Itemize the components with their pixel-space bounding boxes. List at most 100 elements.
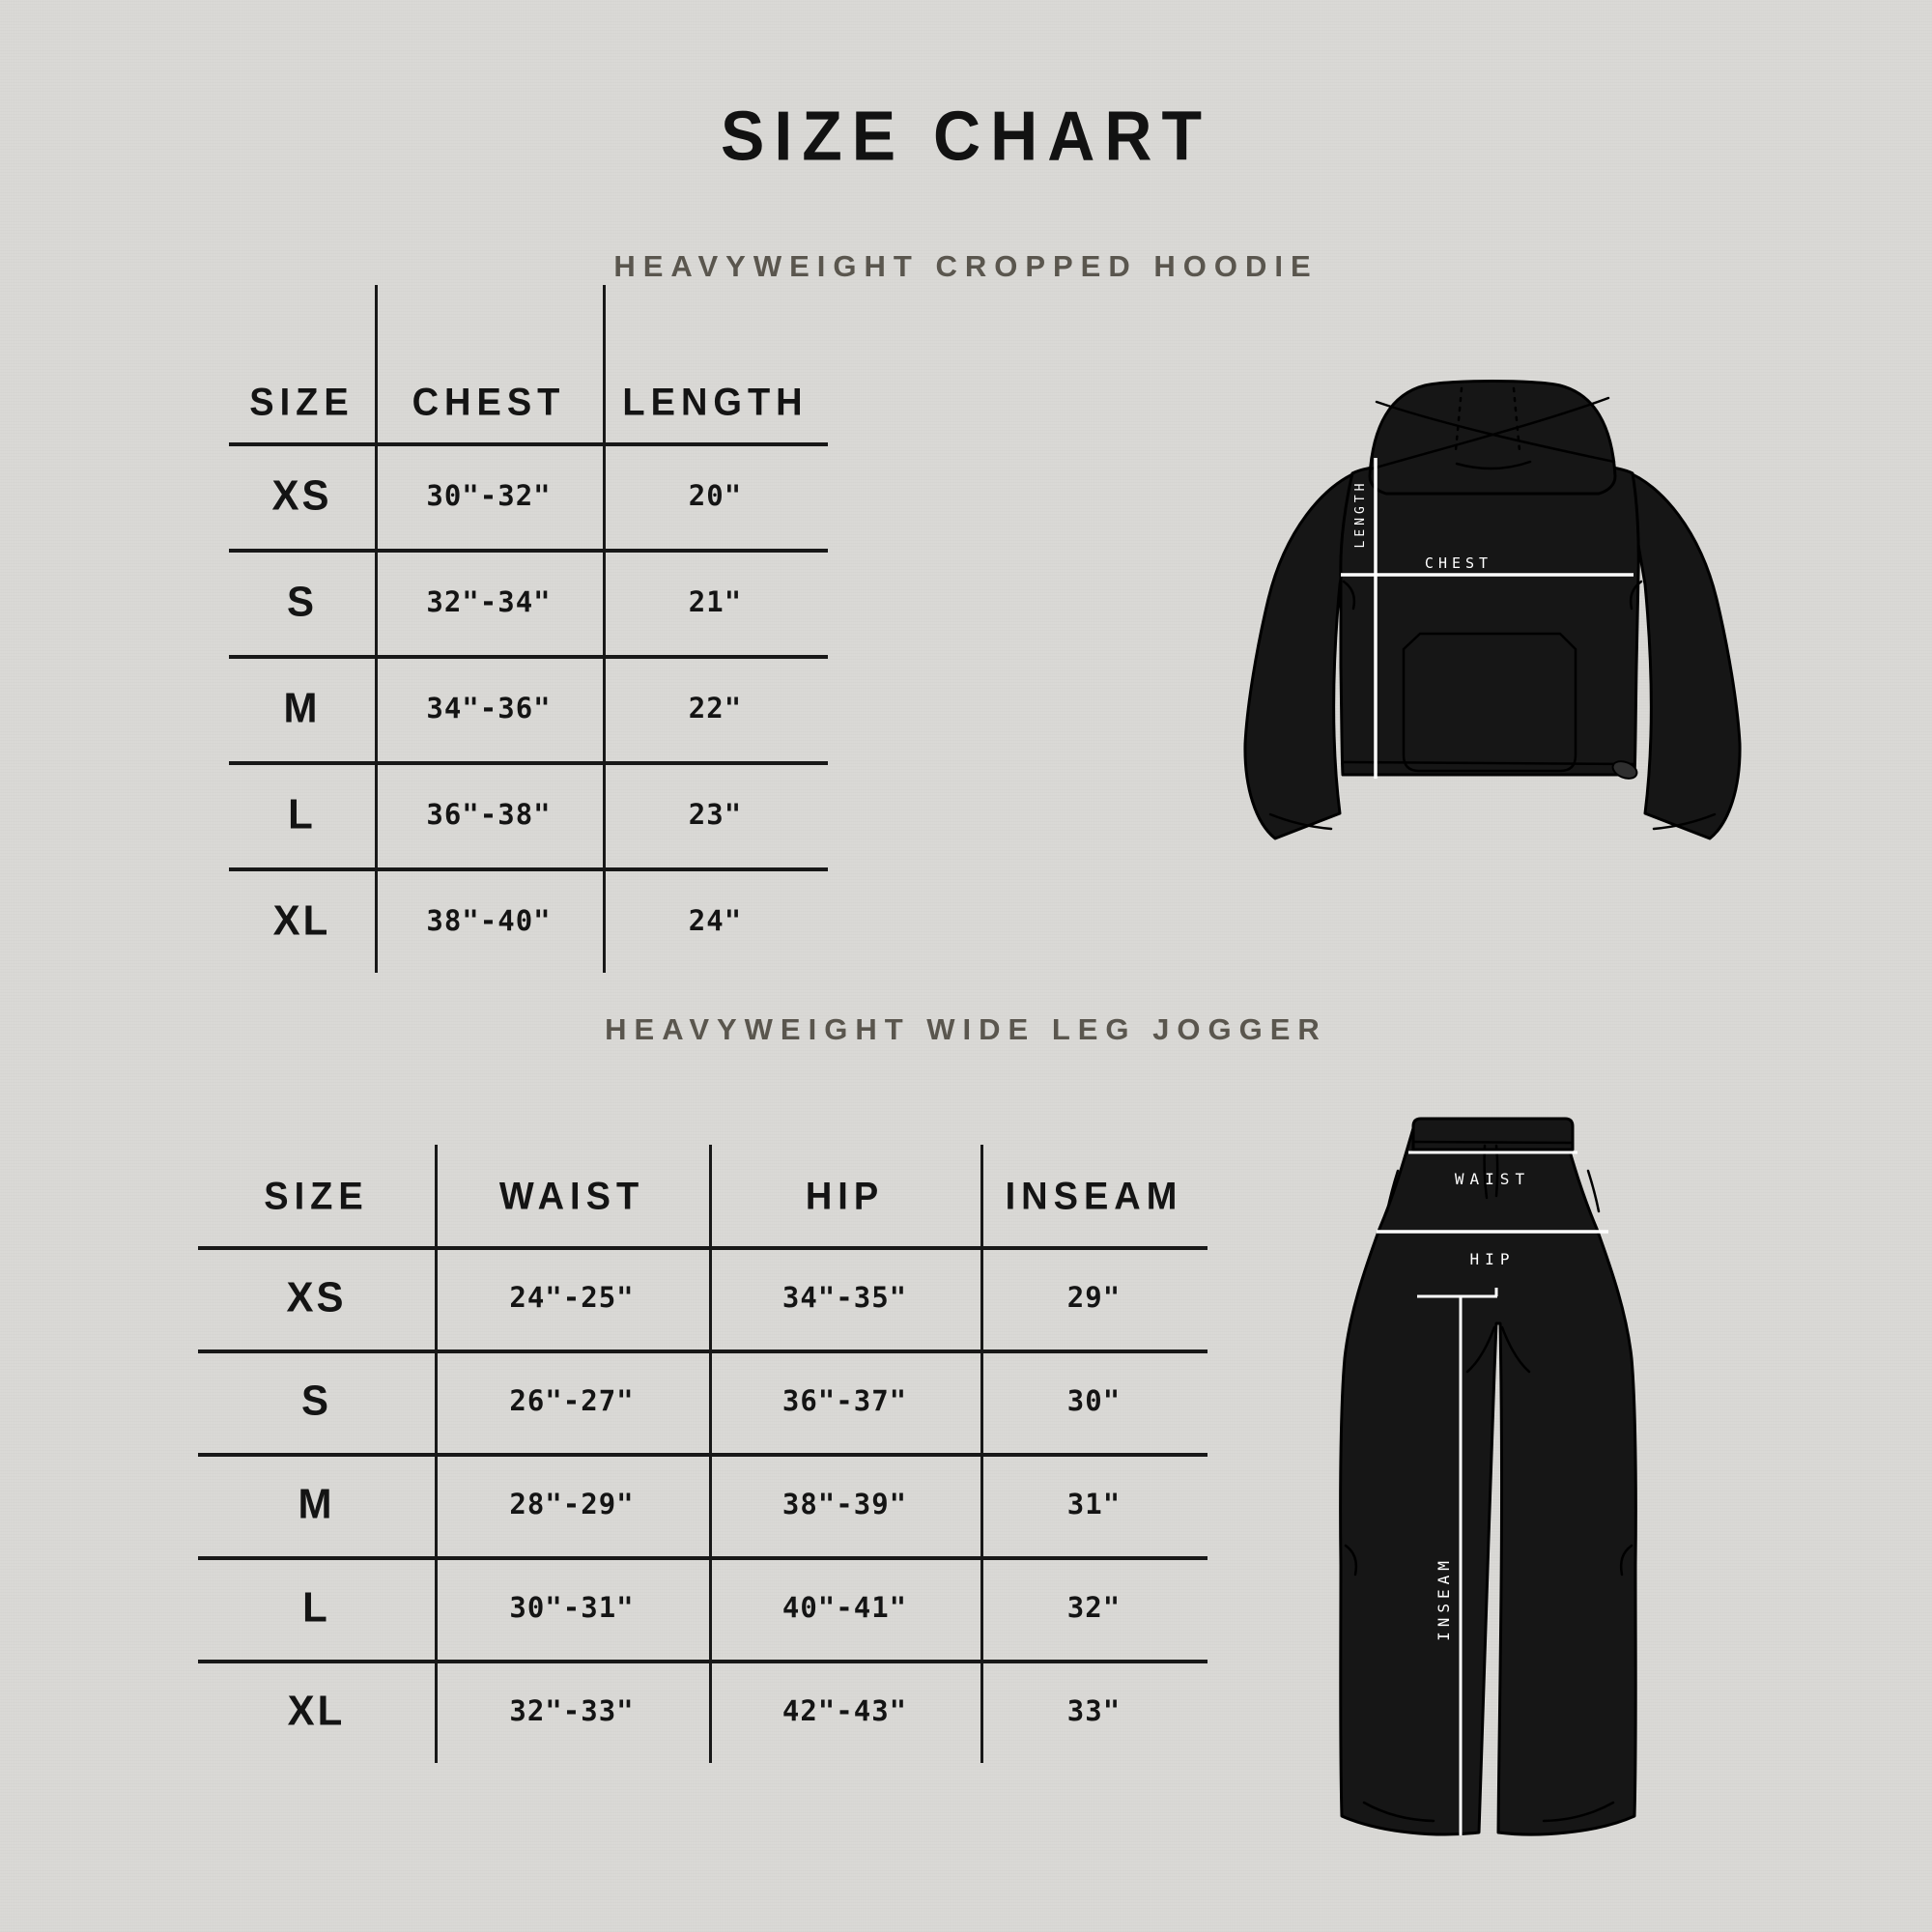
jogger-row-xs-inseam: 29" bbox=[1066, 1281, 1122, 1314]
hoodie-row-s-length: 21" bbox=[688, 585, 743, 618]
inseam-measure-tick bbox=[1417, 1288, 1498, 1298]
jogger-table-rule bbox=[198, 1556, 1208, 1560]
drawcord-left bbox=[1483, 1144, 1489, 1200]
jogger-waistband bbox=[1411, 1117, 1575, 1151]
jogger-row-l-hip: 40"-41" bbox=[781, 1591, 908, 1624]
hoodie-col-header-length: LENGTH bbox=[622, 382, 809, 424]
jogger-row-m-size: M bbox=[298, 1480, 335, 1527]
hoodie-row-xl-chest: 38"-40" bbox=[426, 904, 552, 937]
hoodie-table-rule bbox=[229, 761, 828, 765]
hoodie-row-xl-size: XL bbox=[272, 896, 331, 944]
right-armpit-wrinkle bbox=[1629, 580, 1643, 611]
hoodie-row-m-length: 22" bbox=[688, 692, 743, 724]
waist-label: WAIST bbox=[1455, 1170, 1530, 1188]
jogger-row-xs-waist: 24"-25" bbox=[509, 1281, 635, 1314]
left-cuff-seam bbox=[1268, 812, 1333, 831]
jogger-row-l-waist: 30"-31" bbox=[509, 1591, 635, 1624]
jogger-row-xl-size: XL bbox=[287, 1687, 346, 1734]
hoodie-body bbox=[1339, 460, 1640, 777]
jogger-row-l-inseam: 32" bbox=[1066, 1591, 1122, 1624]
jogger-row-xl-inseam: 33" bbox=[1066, 1694, 1122, 1727]
hoodie-row-s-size: S bbox=[286, 578, 317, 625]
hoodie-table-rule bbox=[229, 442, 828, 446]
hood-drape-right-seam bbox=[1371, 396, 1610, 470]
hem-seam bbox=[1342, 760, 1636, 766]
hood-dart-left bbox=[1454, 386, 1463, 452]
inseam-label: INSEAM bbox=[1435, 1556, 1453, 1641]
hoodie-right-sleeve bbox=[1624, 469, 1742, 840]
left-knee-wrinkle bbox=[1344, 1544, 1358, 1577]
hoodie-illustration bbox=[1243, 380, 1742, 840]
hoodie-table-rule bbox=[229, 549, 828, 553]
right-cuff-seam bbox=[1652, 812, 1717, 831]
jogger-detail-lines bbox=[1344, 1140, 1634, 1823]
length-label: LENGTH bbox=[1353, 480, 1368, 549]
jogger-row-xs-hip: 34"-35" bbox=[781, 1281, 908, 1314]
hoodie-detail-lines bbox=[1268, 386, 1717, 831]
hoodie-row-l-chest: 36"-38" bbox=[426, 798, 552, 831]
jogger-row-m-inseam: 31" bbox=[1066, 1488, 1122, 1520]
jogger-row-l-size: L bbox=[302, 1583, 330, 1631]
jogger-row-s-inseam: 30" bbox=[1066, 1384, 1122, 1417]
right-hem-wrinkle bbox=[1542, 1801, 1615, 1823]
jogger-row-s-size: S bbox=[300, 1377, 331, 1424]
hoodie-row-s-chest: 32"-34" bbox=[426, 585, 552, 618]
hoodie-table-rule bbox=[229, 867, 828, 871]
crotch-wrinkle-left bbox=[1465, 1325, 1496, 1374]
jogger-row-m-hip: 38"-39" bbox=[781, 1488, 908, 1520]
hood-collar-seam bbox=[1455, 460, 1532, 470]
jogger-col-header-hip: HIP bbox=[805, 1176, 885, 1218]
hoodie-row-m-chest: 34"-36" bbox=[426, 692, 552, 724]
jogger-section-subtitle: HEAVYWEIGHT WIDE LEG JOGGER bbox=[605, 1012, 1327, 1046]
crotch-wrinkle-right bbox=[1500, 1325, 1531, 1374]
jogger-table-rule bbox=[198, 1660, 1208, 1663]
jogger-table-rule bbox=[198, 1453, 1208, 1457]
jogger-row-xl-hip: 42"-43" bbox=[781, 1694, 908, 1727]
jogger-body bbox=[1339, 1126, 1637, 1836]
jogger-row-s-hip: 36"-37" bbox=[781, 1384, 908, 1417]
jogger-table-rule bbox=[198, 1246, 1208, 1250]
jogger-diagram: WAIST HIP INSEAM bbox=[1339, 1117, 1637, 1836]
hoodie-col-header-size: SIZE bbox=[249, 382, 355, 424]
hip-label: HIP bbox=[1470, 1250, 1516, 1268]
hoodie-hood bbox=[1368, 380, 1617, 496]
drawcord-right bbox=[1494, 1144, 1499, 1198]
jogger-table-rule bbox=[198, 1350, 1208, 1353]
jogger-row-xl-waist: 32"-33" bbox=[509, 1694, 635, 1727]
hoodie-row-xs-size: XS bbox=[271, 471, 332, 519]
jogger-col-header-size: SIZE bbox=[264, 1176, 369, 1218]
left-hip-seam bbox=[1385, 1169, 1400, 1213]
hoodie-left-sleeve bbox=[1243, 469, 1361, 840]
hoodie-row-xs-length: 20" bbox=[688, 479, 743, 512]
hoodie-section-subtitle: HEAVYWEIGHT CROPPED HOODIE bbox=[613, 249, 1319, 283]
hoodie-diagram: LENGTH CHEST bbox=[1243, 380, 1742, 840]
chest-label: CHEST bbox=[1425, 554, 1492, 572]
left-hem-wrinkle bbox=[1362, 1801, 1435, 1823]
jogger-illustration bbox=[1339, 1117, 1637, 1836]
jogger-row-xs-size: XS bbox=[286, 1273, 347, 1321]
hoodie-table-rule bbox=[229, 655, 828, 659]
page-title: SIZE CHART bbox=[721, 97, 1211, 176]
hoodie-table-divider-2 bbox=[603, 285, 606, 973]
jogger-size-table: SIZE WAIST HIP INSEAM XS 24"-25" 34"-35"… bbox=[198, 1145, 1208, 1763]
hoodie-row-l-size: L bbox=[288, 790, 316, 838]
hoodie-col-header-chest: CHEST bbox=[412, 382, 566, 424]
hoodie-row-xs-chest: 30"-32" bbox=[426, 479, 552, 512]
right-knee-wrinkle bbox=[1619, 1544, 1634, 1577]
hoodie-measurements: LENGTH CHEST bbox=[1341, 458, 1634, 779]
hoodie-table-divider-1 bbox=[375, 285, 378, 973]
left-armpit-wrinkle bbox=[1342, 580, 1356, 611]
hoodie-row-l-length: 23" bbox=[688, 798, 743, 831]
waistband-seam bbox=[1411, 1140, 1575, 1145]
jogger-row-s-waist: 26"-27" bbox=[509, 1384, 635, 1417]
right-hip-seam bbox=[1586, 1169, 1601, 1213]
hood-dart-right bbox=[1512, 386, 1521, 452]
hoodie-row-m-size: M bbox=[283, 684, 321, 731]
jogger-col-header-inseam: INSEAM bbox=[1005, 1176, 1183, 1218]
jogger-row-m-waist: 28"-29" bbox=[509, 1488, 635, 1520]
jogger-measurements: WAIST HIP INSEAM bbox=[1377, 1151, 1608, 1835]
hem-drawcord-toggle bbox=[1611, 760, 1638, 780]
hoodie-size-table: SIZE CHEST LENGTH XS 30"-32" 20" S 32"-3… bbox=[229, 285, 828, 973]
hoodie-row-xl-length: 24" bbox=[688, 904, 743, 937]
